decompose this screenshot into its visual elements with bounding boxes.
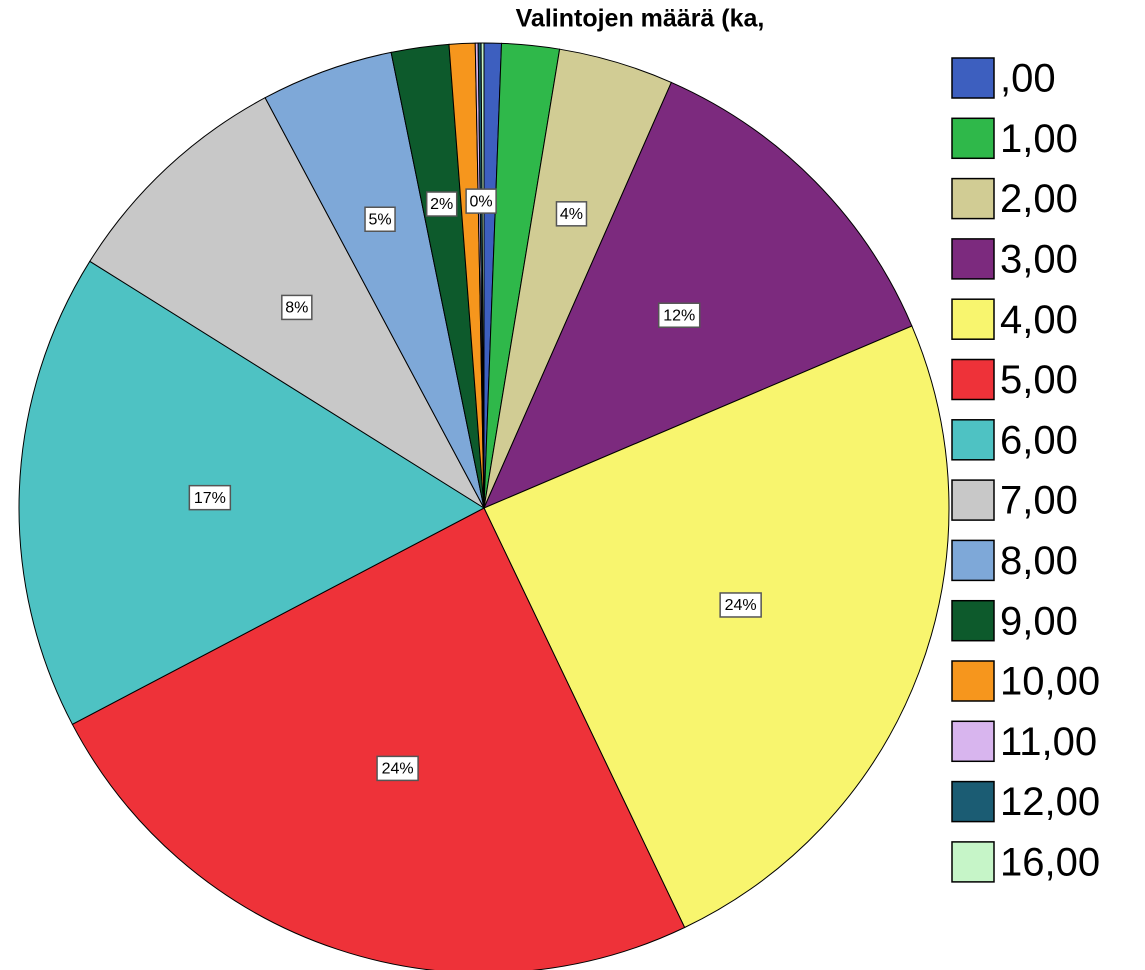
data-label-box <box>555 201 588 227</box>
pie-slice <box>18 260 486 725</box>
legend-label: 8,00 <box>1000 539 1078 583</box>
legend-label: 7,00 <box>1000 479 1078 523</box>
legend-swatch <box>951 358 995 401</box>
data-label-box <box>364 206 396 232</box>
data-label: 4% <box>560 206 583 223</box>
legend-swatch <box>951 720 995 763</box>
data-label: 0% <box>470 193 493 210</box>
legend-label: 6,00 <box>1000 418 1078 462</box>
data-label: 8% <box>285 300 308 317</box>
legend-swatch <box>951 298 995 340</box>
data-label-box <box>719 592 762 618</box>
pie-slice <box>480 42 485 509</box>
legend-label: 9,00 <box>1000 599 1078 643</box>
legend-swatch <box>951 841 995 883</box>
chart-title: Valintojen määrä (ka, <box>516 5 765 33</box>
legend-label: 16,00 <box>1000 840 1100 884</box>
legend-label: 1,00 <box>1000 117 1078 161</box>
legend-swatch <box>951 117 995 160</box>
legend-label: 4,00 <box>1000 298 1078 342</box>
legend-swatch <box>951 238 995 280</box>
data-label: 24% <box>725 597 757 614</box>
pie-slice <box>483 325 950 929</box>
data-label: 17% <box>194 490 226 507</box>
pie-slice <box>71 507 686 970</box>
data-label-box <box>425 191 458 217</box>
legend-swatch <box>951 57 995 99</box>
legend-label: 5,00 <box>1000 358 1078 402</box>
legend-swatch <box>951 599 995 642</box>
legend-swatch <box>951 479 995 521</box>
legend-label: ,00 <box>1000 57 1056 101</box>
legend-swatch <box>951 419 995 461</box>
legend-swatch <box>951 177 995 220</box>
data-label-box <box>281 294 313 321</box>
data-label: 5% <box>368 211 391 228</box>
data-label-box <box>465 188 497 214</box>
legend-label: 12,00 <box>1000 780 1100 824</box>
legend-swatch <box>951 780 995 823</box>
data-label: 12% <box>663 307 695 324</box>
data-label: 2% <box>430 196 453 213</box>
data-label: 24% <box>382 761 414 778</box>
pie-slice <box>483 81 913 509</box>
legend-label: 10,00 <box>1000 660 1100 704</box>
data-label-box <box>657 302 701 328</box>
data-label-box <box>188 484 232 511</box>
data-label-box <box>376 755 419 782</box>
legend-swatch <box>951 660 995 702</box>
legend-label: 3,00 <box>1000 237 1078 281</box>
legend-label: 2,00 <box>1000 177 1078 221</box>
legend-label: 11,00 <box>1000 720 1097 764</box>
legend-swatch <box>951 539 995 582</box>
